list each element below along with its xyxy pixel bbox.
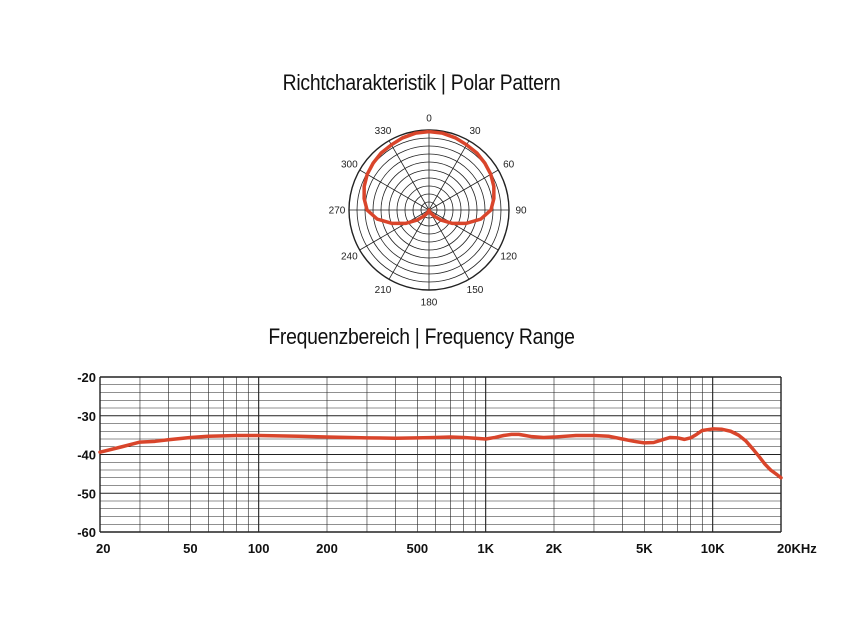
polar-angle-label: 330 — [375, 126, 392, 137]
polar-spoke — [428, 140, 470, 211]
x-tick-label: 500 — [406, 541, 428, 556]
polar-angle-label: 120 — [500, 252, 517, 263]
polar-spoke — [428, 169, 499, 211]
x-tick-label: 10K — [701, 541, 725, 556]
polar-spoke — [428, 209, 470, 280]
frequency-grid — [99, 376, 782, 533]
polar-angle-label: 90 — [515, 206, 527, 217]
y-tick-label: -50 — [77, 486, 96, 501]
x-tick-label: 20 — [96, 541, 110, 556]
x-tick-label: 20KHz — [777, 541, 817, 556]
polar-angle-label: 300 — [341, 160, 358, 171]
polar-angle-label: 240 — [341, 252, 358, 263]
x-tick-label: 1K — [477, 541, 494, 556]
y-tick-label: -60 — [77, 525, 96, 540]
polar-spoke — [359, 169, 430, 211]
x-tick-label: 2K — [546, 541, 563, 556]
x-tick-label: 5K — [636, 541, 653, 556]
polar-angle-label: 150 — [467, 285, 484, 296]
polar-spoke — [388, 209, 430, 280]
y-tick-label: -20 — [77, 370, 96, 385]
polar-angle-label: 210 — [375, 285, 392, 296]
polar-angle-label: 180 — [421, 298, 438, 309]
polar-chart-title: Richtcharakteristik | Polar Pattern — [282, 70, 561, 95]
polar-angle-label: 60 — [503, 160, 515, 171]
x-axis-tick-labels: 20 50 100 200 500 1K 2K 5K 10K 20KHz — [96, 541, 817, 556]
y-axis-tick-labels: -20 -30 -40 -50 -60 — [77, 370, 96, 540]
polar-grid — [348, 129, 510, 291]
polar-angle-label: 270 — [329, 206, 346, 217]
polar-angle-label: 0 — [426, 114, 432, 125]
x-tick-label: 50 — [183, 541, 197, 556]
polar-spoke — [428, 209, 499, 251]
frequency-response-curve — [98, 427, 783, 480]
frequency-chart-title: Frequenzbereich | Frequency Range — [268, 324, 575, 349]
x-tick-label: 100 — [248, 541, 270, 556]
polar-angle-label: 30 — [469, 126, 481, 137]
x-tick-label: 200 — [316, 541, 338, 556]
polar-pattern-curve — [362, 129, 496, 226]
y-tick-label: -30 — [77, 409, 96, 424]
y-tick-label: -40 — [77, 448, 96, 463]
polar-spoke — [388, 140, 430, 211]
polar-spoke — [359, 209, 430, 251]
polar-angle-labels: 0 30 60 90 120 150 180 210 240 270 300 330 — [329, 114, 527, 309]
